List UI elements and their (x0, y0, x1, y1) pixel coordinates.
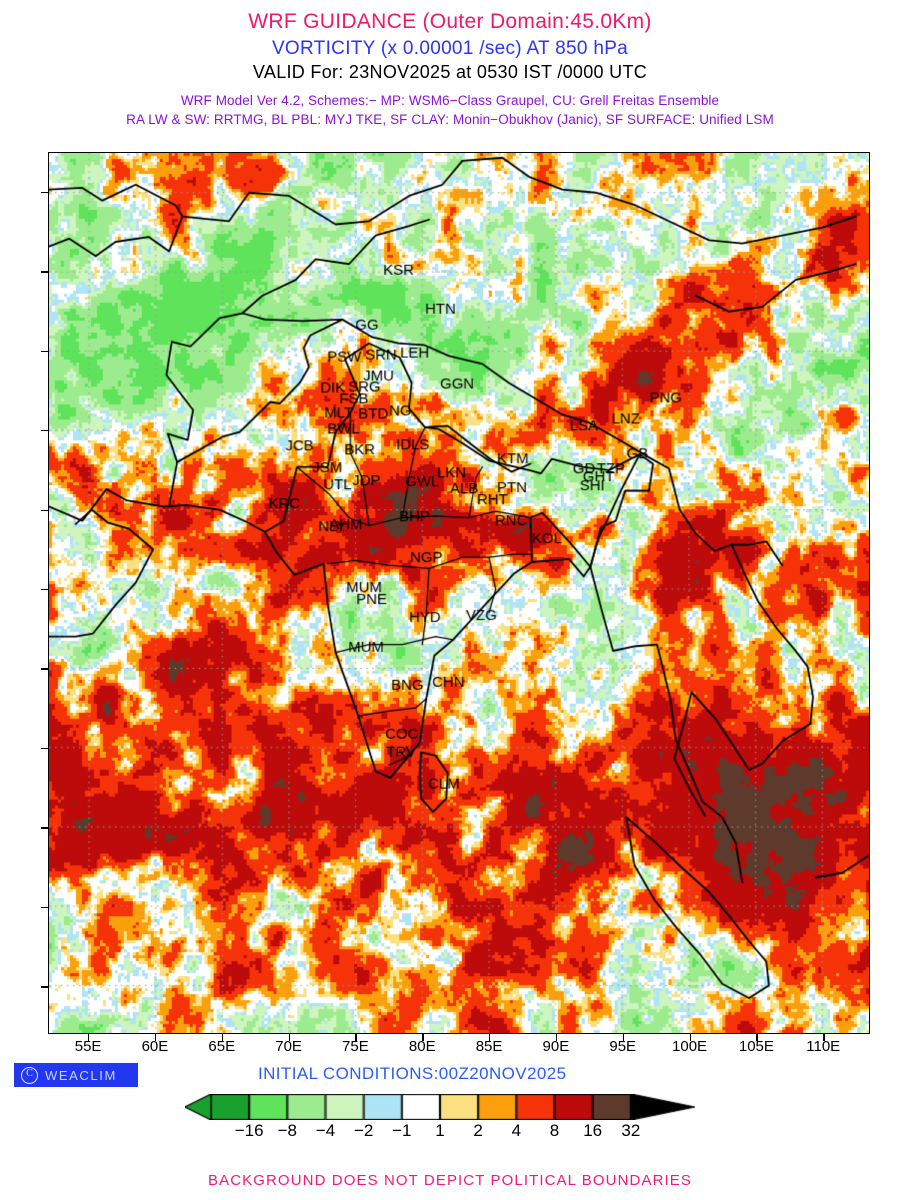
y-axis-tick (41, 191, 48, 194)
map-plot-area[interactable]: 45N40N35N30N25N20N15N10N5NEQ5S55E60E65E7… (41, 152, 870, 1055)
x-axis-tick (355, 1034, 357, 1041)
y-axis-tick (41, 509, 48, 511)
map-frame (48, 152, 870, 1034)
parameter-subtitle: VORTICITY (x 0.00001 /sec) AT 850 hPa (271, 37, 629, 59)
colorbar-tick-labels: −16 −8 −4 −2 −1 1 2 4 8 16 32 (185, 1121, 695, 1145)
disclaimer-text: BACKGROUND DOES NOT DEPICT POLITICAL BOU… (207, 1172, 692, 1189)
x-axis-tick (422, 1034, 424, 1041)
x-axis-tick (88, 1034, 90, 1041)
x-axis-tick (823, 1034, 825, 1041)
x-axis-tick (489, 1034, 491, 1041)
header-block: WRF GUIDANCE (Outer Domain:45.0Km) VORTI… (0, 0, 900, 129)
y-axis-tick (41, 827, 48, 829)
model-schemes-line-1: WRF Model Ver 4.2, Schemes:− MP: WSM6−Cl… (180, 92, 720, 108)
x-axis-tick (154, 1034, 157, 1041)
x-axis-tick (756, 1034, 758, 1041)
x-axis-tick-label: 65E (208, 1038, 236, 1055)
x-axis-tick (555, 1034, 558, 1041)
y-axis-tick (41, 906, 48, 909)
x-axis-tick (288, 1034, 290, 1041)
x-axis-tick (622, 1034, 625, 1041)
x-axis-tick-label: 105E (738, 1038, 774, 1055)
valid-time-line: VALID For: 23NOV2025 at 0530 IST /0000 U… (252, 61, 648, 82)
x-axis-tick-label: 70E (275, 1038, 302, 1055)
x-axis-tick-label: 55E (74, 1038, 102, 1055)
colorbar-tick-label: −8 (277, 1121, 298, 1140)
copyright-icon: C (21, 1066, 38, 1084)
x-axis-tick (689, 1034, 691, 1041)
x-axis-tick-label: 60E (141, 1038, 169, 1055)
y-axis-tick (41, 430, 48, 432)
colorbar-tick-label: −1 (392, 1121, 412, 1140)
colorbar-swatches (185, 1094, 695, 1120)
y-axis-tick (41, 271, 48, 273)
x-axis-tick-label: 85E (475, 1038, 503, 1055)
x-axis-tick (221, 1034, 224, 1041)
x-axis-tick-label: 80E (408, 1038, 436, 1055)
y-axis-tick (41, 350, 48, 353)
colorbar-tick-label: 16 (583, 1121, 603, 1140)
page-title: WRF GUIDANCE (Outer Domain:45.0Km) (248, 10, 652, 33)
colorbar-tick-label: 2 (473, 1121, 483, 1140)
x-axis-tick-label: 75E (342, 1038, 369, 1055)
colorbar-tick-label: 8 (549, 1121, 560, 1140)
weaclim-label: WEACLIM (45, 1067, 117, 1083)
initial-conditions-label: INITIAL CONDITIONS:00Z20NOV2025 (258, 1064, 567, 1083)
colorbar-tick-label: −2 (353, 1121, 374, 1140)
y-axis-tick (41, 986, 48, 988)
x-axis-tick-label: 100E (672, 1038, 708, 1055)
colorbar-tick-label: 4 (511, 1121, 522, 1140)
model-schemes-line-2: RA LW & SW: RRTMG, BL PBL: MYJ TKE, SF C… (126, 112, 774, 128)
x-axis-tick-label: 90E (542, 1038, 570, 1055)
colorbar: −16 −8 −4 −2 −1 1 2 4 8 16 32 (185, 1094, 695, 1148)
vorticity-contour-canvas (49, 153, 869, 1033)
y-axis-tick (41, 589, 48, 591)
colorbar-tick-label: 32 (621, 1121, 641, 1140)
colorbar-tick-label: −4 (315, 1121, 336, 1140)
y-axis-tick (41, 747, 48, 750)
x-axis-tick-label: 110E (806, 1038, 841, 1055)
x-axis-tick-label: 95E (609, 1038, 637, 1055)
y-axis-tick (41, 668, 48, 670)
colorbar-tick-label: −16 (234, 1121, 264, 1140)
colorbar-tick-label: 1 (435, 1121, 445, 1140)
weaclim-logo-badge: C WEACLIM (14, 1063, 138, 1087)
